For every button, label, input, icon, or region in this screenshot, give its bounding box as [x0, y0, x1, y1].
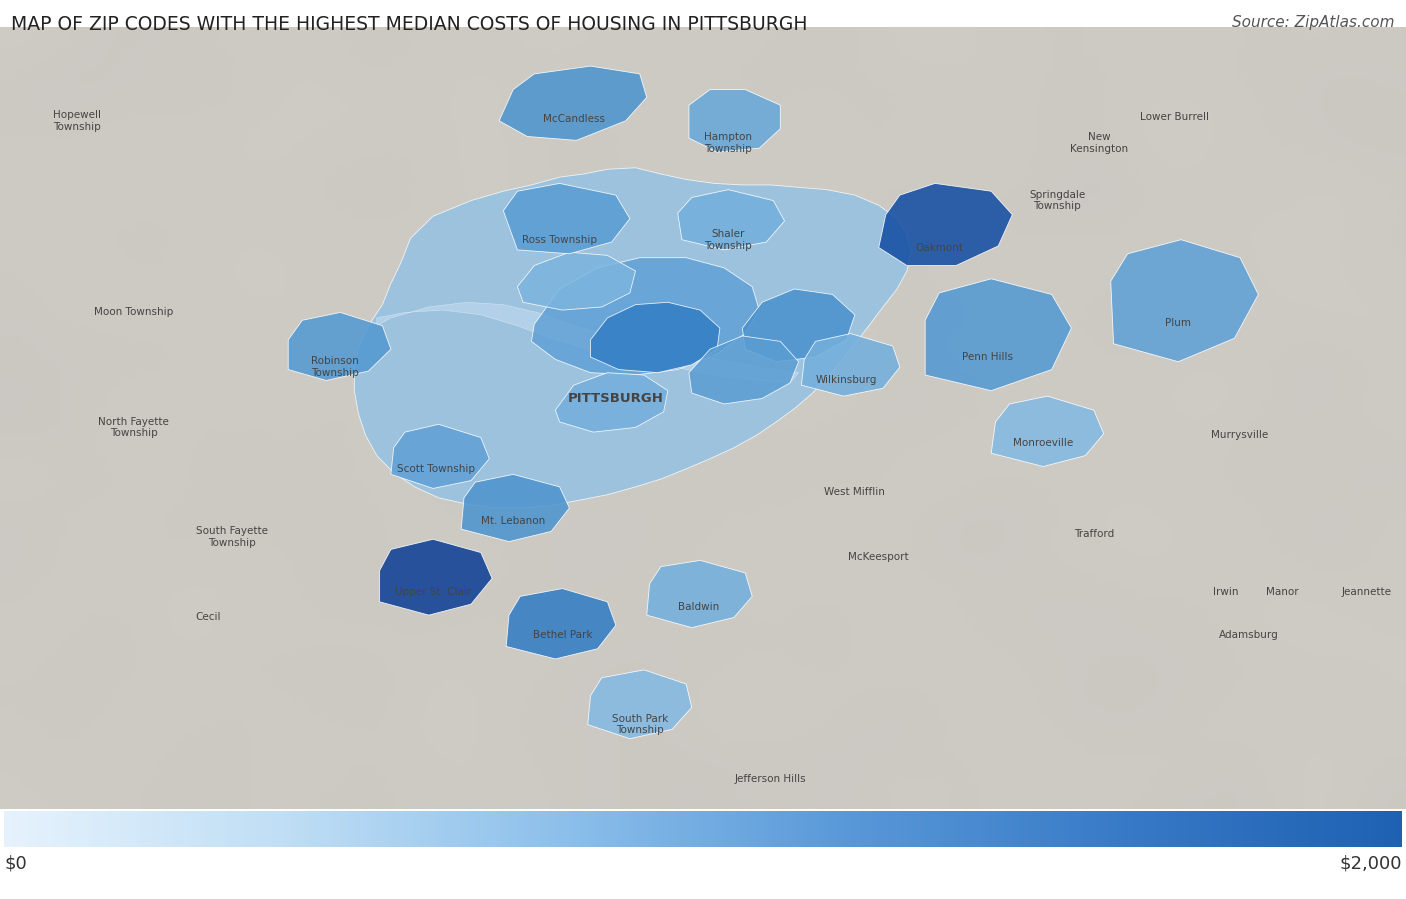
Polygon shape: [689, 90, 780, 152]
Text: Scott Township: Scott Township: [396, 464, 475, 474]
Polygon shape: [678, 190, 785, 250]
Text: Monroeville: Monroeville: [1014, 438, 1073, 448]
Polygon shape: [288, 313, 391, 380]
Text: Bethel Park: Bethel Park: [533, 630, 592, 640]
Polygon shape: [461, 475, 569, 541]
Polygon shape: [503, 183, 630, 254]
Text: Murrysville: Murrysville: [1212, 431, 1268, 441]
Text: Adamsburg: Adamsburg: [1219, 630, 1278, 640]
Text: Robinson
Township: Robinson Township: [311, 356, 359, 378]
Polygon shape: [991, 396, 1104, 467]
Text: Plum: Plum: [1166, 317, 1191, 327]
Text: MAP OF ZIP CODES WITH THE HIGHEST MEDIAN COSTS OF HOUSING IN PITTSBURGH: MAP OF ZIP CODES WITH THE HIGHEST MEDIAN…: [11, 15, 808, 34]
Polygon shape: [925, 279, 1071, 391]
Text: Upper St. Clair: Upper St. Clair: [395, 587, 471, 597]
Polygon shape: [531, 258, 759, 375]
Polygon shape: [1111, 240, 1258, 361]
Text: Trafford: Trafford: [1074, 529, 1114, 539]
Polygon shape: [879, 183, 1012, 265]
Text: Shaler
Township: Shaler Township: [704, 229, 752, 251]
Text: $2,000: $2,000: [1340, 854, 1402, 872]
Polygon shape: [499, 67, 647, 140]
Text: Mt. Lebanon: Mt. Lebanon: [481, 516, 546, 526]
Polygon shape: [506, 589, 616, 659]
Polygon shape: [801, 334, 900, 396]
Polygon shape: [377, 302, 799, 383]
Text: Penn Hills: Penn Hills: [962, 352, 1012, 362]
Text: McKeesport: McKeesport: [848, 552, 910, 562]
Text: Springdale
Township: Springdale Township: [1029, 190, 1085, 211]
Text: $0: $0: [4, 854, 27, 872]
Text: Lower Burrell: Lower Burrell: [1139, 111, 1209, 122]
Polygon shape: [647, 560, 752, 628]
Text: Manor: Manor: [1265, 587, 1299, 597]
Text: Baldwin: Baldwin: [678, 602, 720, 612]
Text: Cecil: Cecil: [195, 612, 221, 622]
Polygon shape: [588, 670, 692, 739]
Text: North Fayette
Township: North Fayette Township: [98, 416, 169, 438]
Text: Hampton
Township: Hampton Township: [704, 132, 752, 154]
Text: Wilkinsburg: Wilkinsburg: [815, 376, 877, 386]
Polygon shape: [742, 289, 855, 361]
Text: McCandless: McCandless: [543, 114, 605, 124]
Polygon shape: [555, 373, 668, 432]
Polygon shape: [591, 302, 720, 373]
Text: PITTSBURGH: PITTSBURGH: [568, 392, 664, 405]
Text: Jeannette: Jeannette: [1341, 587, 1392, 597]
Text: South Fayette
Township: South Fayette Township: [195, 526, 269, 547]
Polygon shape: [517, 253, 636, 310]
Text: West Mifflin: West Mifflin: [824, 487, 886, 497]
Text: Moon Township: Moon Township: [94, 307, 173, 317]
Text: Irwin: Irwin: [1213, 587, 1239, 597]
Text: Jefferson Hills: Jefferson Hills: [735, 774, 806, 785]
FancyBboxPatch shape: [0, 27, 1406, 809]
Text: Hopewell
Township: Hopewell Township: [53, 110, 101, 131]
Polygon shape: [689, 336, 799, 404]
Polygon shape: [380, 539, 492, 615]
Text: South Park
Township: South Park Township: [612, 714, 668, 735]
Polygon shape: [354, 168, 911, 508]
Polygon shape: [391, 424, 489, 488]
Text: New
Kensington: New Kensington: [1070, 132, 1129, 154]
Text: Ross Township: Ross Township: [522, 235, 598, 245]
Text: Oakmont: Oakmont: [915, 243, 963, 253]
Text: Source: ZipAtlas.com: Source: ZipAtlas.com: [1232, 15, 1395, 31]
